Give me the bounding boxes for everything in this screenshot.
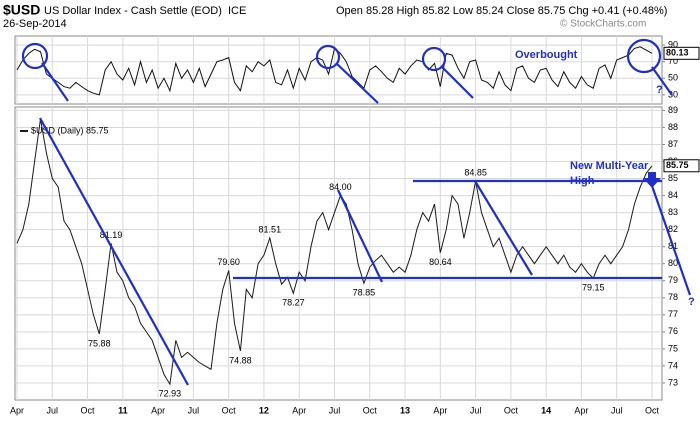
y-tick-label: 83 [668, 207, 678, 217]
data-label: 74.88 [229, 355, 252, 365]
trend-line [474, 180, 533, 276]
y-tick-label: 77 [668, 309, 678, 319]
quote: Open 85.28 High 85.82 Low 85.24 Close 85… [336, 5, 667, 17]
legend-label: $USD (Daily) 85.75 [31, 125, 109, 135]
last-value-label: 85.75 [666, 160, 689, 170]
y-tick-label: 30 [668, 89, 678, 99]
circle [626, 38, 662, 74]
arrow [643, 172, 661, 188]
x-tick-label: Apr [10, 405, 24, 415]
x-tick-label: Jul [47, 405, 59, 415]
y-tick-label: 74 [668, 360, 678, 370]
last-value-label: 80.13 [666, 48, 689, 58]
annotations: Overbought ? New Multi-Year High ? [21, 38, 695, 386]
x-tick-label: Jul [329, 405, 341, 415]
trend-line [41, 62, 69, 102]
y-tick-label: 87 [668, 139, 678, 149]
y-tick-label: 75 [668, 343, 678, 353]
annotation: Overbought [515, 49, 578, 61]
data-label: 81.19 [100, 230, 123, 240]
x-tick-label: Oct [645, 405, 660, 415]
price-line [16, 118, 653, 386]
y-tick-label: 84 [668, 190, 678, 200]
data-label: 84.00 [329, 182, 352, 192]
x-tick-label: 14 [541, 405, 551, 415]
data-label: 84.85 [464, 167, 487, 177]
x-tick-label: Apr [151, 405, 165, 415]
y-tick-label: 82 [668, 224, 678, 234]
data-label: 80.64 [429, 257, 452, 267]
data-label: 72.93 [159, 389, 182, 399]
circle [315, 44, 341, 70]
x-tick-label: Oct [363, 405, 378, 415]
exchange: ICE [228, 5, 246, 17]
source: © StockCharts.com [560, 19, 646, 30]
x-tick-label: Oct [222, 405, 237, 415]
trend-line [335, 62, 379, 104]
x-tick-label: Apr [433, 405, 447, 415]
x-tick-label: Jul [470, 405, 482, 415]
data-label: 79.15 [582, 283, 605, 293]
trend-line [337, 189, 383, 283]
circle [21, 42, 49, 70]
y-tick-label: 79 [668, 275, 678, 285]
trend-line [440, 65, 474, 99]
y-tick-label: 85 [668, 173, 678, 183]
y-tick-label: 80 [668, 258, 678, 268]
x-tick-label: 13 [400, 405, 410, 415]
x-tick-label: 11 [118, 405, 128, 415]
plot-area: 7374757677787980818283848586878889AprJul… [10, 36, 700, 415]
x-tick-label: Apr [292, 405, 306, 415]
data-label: 75.88 [88, 338, 111, 348]
date: 26-Sep-2014 [3, 18, 67, 30]
y-tick-label: 88 [668, 122, 678, 132]
subtitle: US Dollar Index - Cash Settle (EOD) [44, 5, 222, 17]
y-tick-label: 50 [668, 73, 678, 83]
x-tick-label: Oct [504, 405, 519, 415]
y-tick-label: 76 [668, 326, 678, 336]
annotation: New Multi-Year High [570, 160, 649, 187]
x-tick-label: Jul [611, 405, 623, 415]
price-frame [14, 106, 663, 401]
annotation-box: New Multi-Year High [570, 160, 649, 187]
data-label: 78.85 [353, 288, 376, 298]
y-tick-label: 78 [668, 292, 678, 302]
rsi-frame [14, 35, 663, 105]
x-tick-label: Oct [81, 405, 96, 415]
x-tick-label: Jul [188, 405, 200, 415]
trend-line [651, 66, 673, 96]
trend-line [648, 179, 692, 296]
x-tick-label: Apr [574, 405, 588, 415]
last-value-box [663, 159, 700, 173]
trend-line [39, 117, 189, 386]
annotation: ? [656, 84, 663, 96]
data-label: 79.60 [217, 257, 240, 267]
y-tick-label: 89 [668, 105, 678, 115]
last-value-box [663, 46, 700, 60]
data-label: 81.51 [259, 224, 282, 234]
circle [421, 46, 447, 72]
title: $USD [3, 2, 40, 18]
x-tick-label: 12 [259, 405, 269, 415]
annotation: ? [688, 296, 695, 308]
y-tick-label: 73 [668, 377, 678, 387]
data-label: 78.27 [282, 298, 305, 308]
y-tick-label: 90 [668, 39, 678, 49]
y-tick-label: 70 [668, 56, 678, 66]
